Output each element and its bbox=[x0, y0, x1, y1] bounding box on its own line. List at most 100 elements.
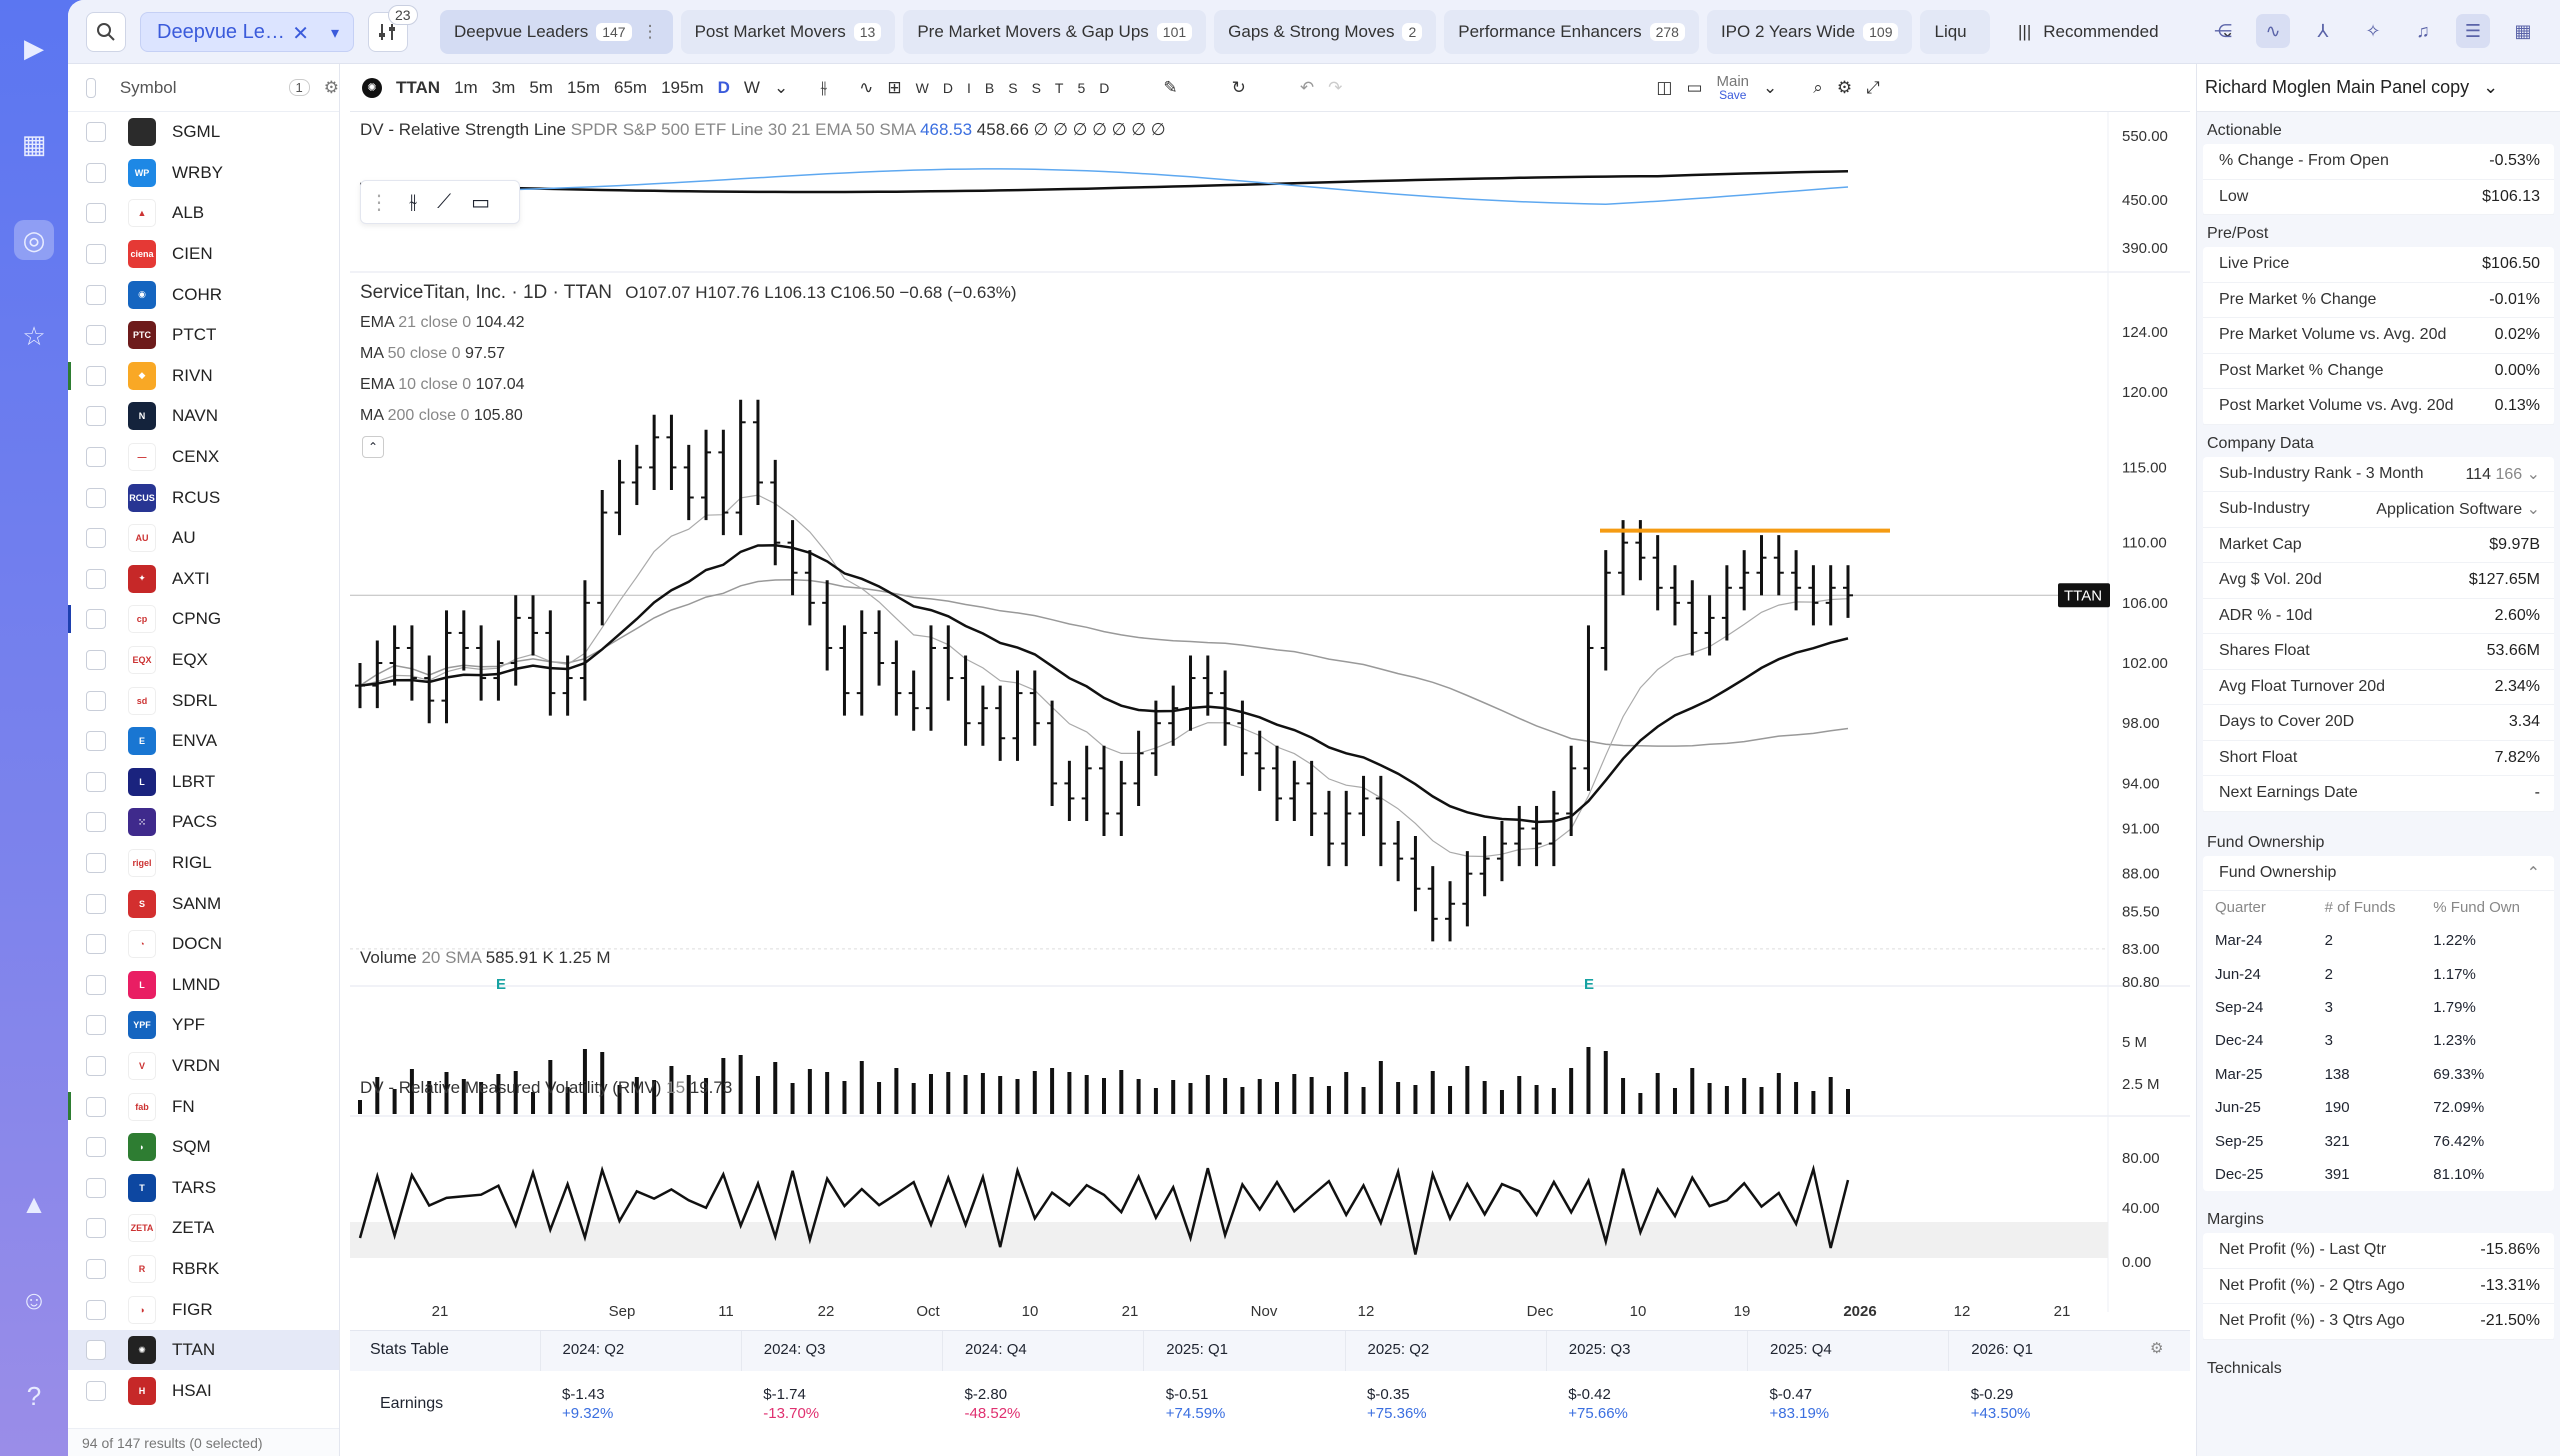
metric-row[interactable]: Low $106.13 bbox=[2203, 180, 2554, 215]
metric-row[interactable]: Live Price $106.50 bbox=[2203, 247, 2554, 283]
row-checkbox[interactable] bbox=[86, 487, 106, 508]
metric-row[interactable]: Pre Market % Change -0.01% bbox=[2203, 283, 2554, 318]
tab-ipo-2-years[interactable]: IPO 2 Years Wide 109 bbox=[1706, 10, 1913, 54]
row-checkbox[interactable] bbox=[86, 568, 106, 589]
watchlist-row[interactable]: rigel RIGL bbox=[68, 843, 339, 884]
layout-icon[interactable]: ◫ bbox=[1656, 77, 1673, 97]
metric-row[interactable]: Avg Float Turnover 20d 2.34% bbox=[2203, 670, 2554, 705]
section-header-technicals[interactable]: Technicals bbox=[2207, 1359, 2282, 1377]
candles-icon[interactable]: ⫳ bbox=[820, 77, 828, 97]
row-checkbox[interactable] bbox=[86, 1258, 106, 1279]
more-icon[interactable]: ⋮ bbox=[641, 22, 659, 41]
chevron-down-icon[interactable]: ⌄ bbox=[773, 77, 789, 97]
metric-row[interactable]: Net Profit (%) - Last Qtr -15.86% bbox=[2203, 1233, 2554, 1269]
indicators-icon[interactable]: ∿ bbox=[859, 77, 874, 97]
watchlist-row[interactable]: YPF YPF bbox=[68, 1005, 339, 1046]
ma-legend-row[interactable]: MA 50 close 0 97.57 bbox=[360, 345, 525, 376]
ma-legend-row[interactable]: EMA 10 close 0 107.04 bbox=[360, 376, 525, 407]
gear-icon[interactable]: ⚙ bbox=[2150, 1340, 2164, 1357]
watchlist-row[interactable]: ⁙ PACS bbox=[68, 802, 339, 843]
watchlist-row[interactable]: T TARS bbox=[68, 1167, 339, 1208]
period-day[interactable]: D bbox=[942, 79, 953, 96]
row-checkbox[interactable] bbox=[86, 1177, 106, 1198]
watchlist-row[interactable]: V VRDN bbox=[68, 1046, 339, 1087]
row-checkbox[interactable] bbox=[86, 1055, 106, 1076]
select-all-checkbox[interactable] bbox=[86, 77, 96, 98]
tab-post-market-movers[interactable]: Post Market Movers 13 bbox=[680, 10, 896, 54]
grid-view-icon[interactable]: ▦ bbox=[2514, 20, 2532, 41]
row-checkbox[interactable] bbox=[86, 325, 106, 346]
search-button[interactable] bbox=[86, 12, 126, 52]
redo-icon[interactable]: ↷ bbox=[1328, 77, 1343, 97]
watchlist-row[interactable]: ◆ RIVN bbox=[68, 356, 339, 397]
compare-icon[interactable]: ⌕ bbox=[1813, 77, 1823, 97]
metric-row[interactable]: Avg $ Vol. 20d $127.65M bbox=[2203, 563, 2554, 599]
tab-performance-enhancers[interactable]: Performance Enhancers 278 bbox=[1444, 10, 1699, 54]
watchlist-row[interactable]: ▲ ALB bbox=[68, 193, 339, 234]
watchlist-row[interactable]: RCUS RCUS bbox=[68, 477, 339, 518]
share-icon[interactable]: ⋲ bbox=[2214, 20, 2232, 41]
fund-subheader[interactable]: Fund Ownership ⌃ bbox=[2203, 856, 2554, 891]
watchlist-row[interactable]: R RBRK bbox=[68, 1249, 339, 1290]
row-checkbox[interactable] bbox=[86, 1015, 106, 1036]
row-checkbox[interactable] bbox=[86, 1380, 106, 1401]
ma-legend-row[interactable]: MA 200 close 0 105.80 bbox=[360, 407, 525, 438]
metric-row[interactable]: Days to Cover 20D 3.34 bbox=[2203, 705, 2554, 741]
interval-5m[interactable]: 5m bbox=[529, 77, 553, 97]
metric-row[interactable]: Sub-Industry Application Software ⌄ bbox=[2203, 492, 2554, 528]
rs-visibility-toggles[interactable]: ∅ ∅ ∅ ∅ ∅ ∅ ∅ bbox=[1033, 120, 1166, 139]
pencil-icon[interactable]: ✎ bbox=[1163, 77, 1178, 97]
interval-3m[interactable]: 3m bbox=[491, 77, 516, 97]
metric-row[interactable]: Shares Float 53.66M bbox=[2203, 634, 2554, 670]
interval-15m[interactable]: 15m bbox=[566, 77, 601, 97]
section-header-margins[interactable]: Margins bbox=[2207, 1211, 2264, 1229]
period-b[interactable]: B bbox=[984, 79, 995, 96]
watchlist-select[interactable]: Deepvue Le… ✕ ▾ bbox=[140, 12, 354, 52]
price-chart-canvas[interactable]: 124.00120.00115.00110.00106.00102.0098.0… bbox=[350, 112, 2190, 1330]
watchlist-row[interactable]: SGML bbox=[68, 112, 339, 153]
period-week[interactable]: W bbox=[915, 79, 929, 96]
ticker-symbol[interactable]: TTAN bbox=[396, 77, 441, 97]
line-chart-icon[interactable]: ∿ bbox=[2256, 14, 2290, 48]
section-header-company[interactable]: Company Data bbox=[2207, 434, 2314, 452]
row-checkbox[interactable] bbox=[86, 609, 106, 630]
watchlist-row[interactable]: — CENX bbox=[68, 437, 339, 478]
sparkle-icon[interactable]: ✧ bbox=[2365, 20, 2381, 41]
drag-handle-icon[interactable]: ⋮ bbox=[369, 191, 389, 214]
row-checkbox[interactable] bbox=[86, 1218, 106, 1239]
watchlist-row[interactable]: ciena CIEN bbox=[68, 234, 339, 275]
metric-row[interactable]: % Change - From Open -0.53% bbox=[2203, 144, 2554, 180]
ma-legend-row[interactable]: EMA 21 close 0 104.42 bbox=[360, 314, 525, 345]
row-checkbox[interactable] bbox=[86, 284, 106, 305]
period-s1[interactable]: S bbox=[1008, 79, 1018, 96]
interval-1m[interactable]: 1m bbox=[454, 77, 478, 97]
watchlist-row[interactable]: L LBRT bbox=[68, 762, 339, 803]
trendline-tool-icon[interactable]: ⟋ bbox=[437, 190, 452, 213]
row-checkbox[interactable] bbox=[86, 447, 106, 468]
metric-row[interactable]: Short Float 7.82% bbox=[2203, 741, 2554, 776]
metric-row[interactable]: Net Profit (%) - 3 Qtrs Ago -21.50% bbox=[2203, 1304, 2554, 1340]
metric-row[interactable]: Next Earnings Date - bbox=[2203, 776, 2554, 812]
metric-row[interactable]: Post Market % Change 0.00% bbox=[2203, 354, 2554, 389]
grid-icon[interactable]: ▦ bbox=[21, 128, 47, 159]
metric-row[interactable]: Market Cap $9.97B bbox=[2203, 528, 2554, 563]
refresh-icon[interactable]: ↻ bbox=[1231, 77, 1246, 97]
interval-195m[interactable]: 195m bbox=[661, 77, 704, 97]
symbol-column-header[interactable]: Symbol bbox=[119, 77, 177, 97]
row-checkbox[interactable] bbox=[86, 244, 106, 265]
watchlist-row[interactable]: AU AU bbox=[68, 518, 339, 559]
save-link[interactable]: Save bbox=[1719, 88, 1747, 102]
list-view-icon[interactable]: ☰ bbox=[2456, 14, 2490, 48]
layout-select[interactable]: Main Save bbox=[1717, 74, 1750, 101]
row-checkbox[interactable] bbox=[86, 974, 106, 995]
comment-tool-icon[interactable]: ▭ bbox=[471, 191, 491, 214]
watchlist-row[interactable]: ◔ DOCN bbox=[68, 924, 339, 965]
watchlist-row[interactable]: L LMND bbox=[68, 964, 339, 1005]
watchlist-row[interactable]: ◗ SQM bbox=[68, 1127, 339, 1168]
help-icon[interactable]: ? bbox=[26, 1380, 42, 1411]
undo-icon[interactable]: ↶ bbox=[1299, 77, 1315, 97]
metric-row[interactable]: Post Market Volume vs. Avg. 20d 0.13% bbox=[2203, 389, 2554, 425]
tab-deepvue-leaders[interactable]: Deepvue Leaders 147 ⋮ bbox=[440, 10, 673, 54]
watchlist-row[interactable]: cp CPNG bbox=[68, 599, 339, 640]
row-checkbox[interactable] bbox=[86, 1137, 106, 1158]
